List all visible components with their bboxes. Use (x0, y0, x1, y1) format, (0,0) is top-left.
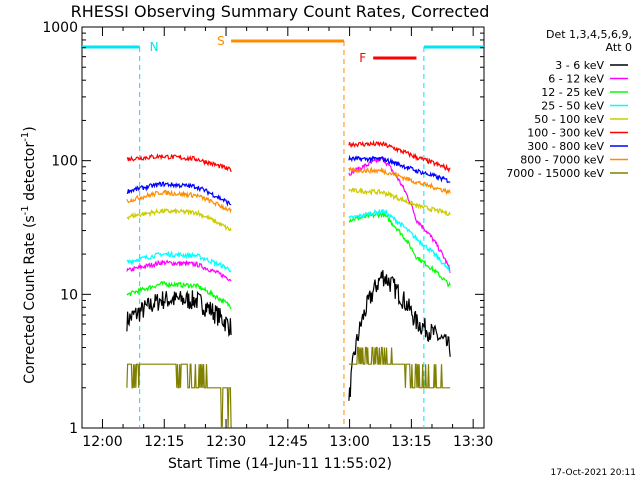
attenuator-bands: N S F (82, 34, 484, 428)
y-tick-label: 100 (51, 154, 78, 170)
band-label: F (359, 51, 366, 65)
y-ticks: 1 10 100 1000 (42, 20, 484, 437)
series-line (126, 280, 232, 310)
legend-label: 6 - 12 keV (548, 73, 604, 86)
series-line (126, 250, 232, 273)
x-tick-label: 13:30 (453, 434, 493, 450)
series-line (126, 290, 232, 337)
y-tick-label: 1000 (42, 20, 78, 36)
y-tick-label: 10 (60, 287, 78, 303)
y-axis-label: Corrected Count Rate (s-1 detector-1) (20, 126, 38, 383)
series-line (348, 270, 451, 401)
x-tick-label: 12:00 (82, 434, 122, 450)
series-line (126, 207, 232, 231)
legend-label: 12 - 25 keV (541, 86, 604, 99)
x-tick-label: 13:00 (329, 434, 369, 450)
legend-label: 7000 - 15000 keV (506, 167, 604, 180)
series-lines (126, 139, 451, 428)
x-tick-label: 12:45 (268, 434, 308, 450)
series-line (348, 209, 451, 288)
band-label: S (217, 34, 225, 48)
x-ticks: 12:00 12:15 12:30 12:45 13:00 13:15 13:30 (82, 27, 493, 450)
legend-label: 800 - 7000 keV (520, 154, 604, 167)
series-line (348, 187, 451, 216)
legend-label: 25 - 50 keV (541, 100, 604, 113)
x-tick-label: 13:15 (391, 434, 431, 450)
band-label: N (150, 40, 159, 54)
series-line (348, 208, 451, 273)
chart-title: RHESSI Observing Summary Count Rates, Co… (71, 2, 490, 21)
series-line (126, 363, 232, 428)
series-line (126, 259, 232, 282)
plot-frame (81, 26, 485, 429)
x-tick-label: 12:30 (206, 434, 246, 450)
series-line (348, 154, 451, 184)
timestamp: 17-Oct-2021 20:11 (551, 468, 636, 478)
series-line (348, 166, 451, 196)
x-tick-label: 12:15 (144, 434, 184, 450)
legend-label: 3 - 6 keV (555, 59, 604, 72)
series-line (348, 346, 451, 389)
series-line (126, 189, 232, 214)
legend-attenuator: Att 0 (606, 41, 632, 54)
series-line (126, 152, 232, 173)
legend-label: 100 - 300 keV (527, 127, 604, 140)
series-line (126, 181, 232, 207)
series-line (348, 156, 451, 274)
legend-label: 50 - 100 keV (534, 113, 604, 126)
plot-border (81, 26, 485, 429)
legend-detectors: Det 1,3,4,5,6,9, (546, 28, 632, 41)
series-line (348, 139, 451, 173)
y-tick-label: 1 (69, 421, 78, 437)
legend-label: 300 - 800 keV (527, 140, 604, 153)
x-axis-label: Start Time (14-Jun-11 11:55:02) (168, 456, 392, 472)
